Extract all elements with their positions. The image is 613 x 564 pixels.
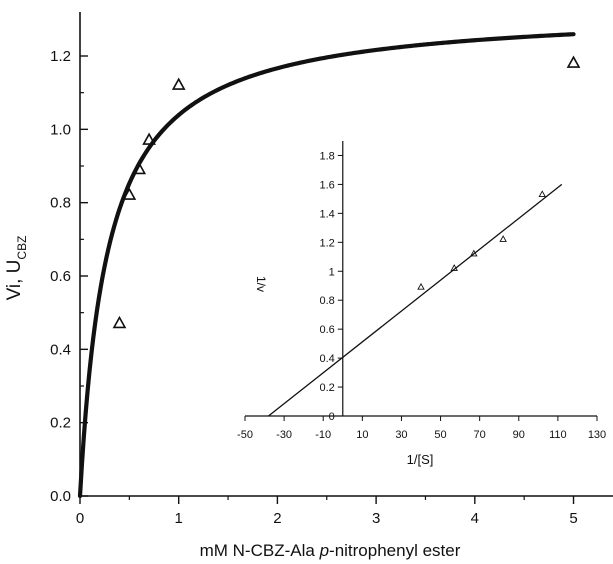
inset-x-tick-label: -30: [276, 429, 292, 441]
y-tick-label: 0.2: [50, 415, 71, 432]
inset-data-point: [499, 235, 507, 242]
inset-fit-line: [268, 183, 563, 417]
y-tick-label: 0.0: [50, 488, 71, 505]
data-point: [566, 55, 581, 68]
inset-data-point: [538, 190, 547, 198]
inset-x-tick-label: 30: [395, 429, 407, 441]
inset-data-point: [450, 264, 459, 271]
inset-x-tick-label: 110: [549, 429, 567, 441]
y-tick-label: 0.4: [50, 341, 71, 358]
inset-x-tick-label: -10: [315, 429, 331, 441]
data-point: [122, 187, 137, 200]
inset-x-tick-label: -50: [237, 429, 253, 441]
main-ticks: 0.0 0.2 0.4 0.6 0.8 1.0 1.2 0 1 2 3 4 5: [50, 48, 578, 527]
inset-y-tick-label: 1.2: [319, 237, 334, 249]
data-point: [112, 315, 127, 329]
y-tick-label: 1.0: [50, 121, 71, 138]
x-tick-label: 5: [569, 510, 577, 527]
inset-x-tick-label: 50: [434, 429, 446, 441]
inset-axes: [245, 141, 597, 417]
data-point: [171, 77, 186, 90]
inset-data-points: [417, 190, 547, 290]
fit-curve: [77, 32, 576, 499]
inset-y-tick-label: 0.8: [319, 295, 334, 307]
x-tick-label: 3: [372, 510, 380, 527]
data-point: [142, 132, 156, 145]
inset-x-tick-label: 130: [588, 429, 606, 441]
x-tick-label: 2: [273, 510, 281, 527]
inset-y-axis-title: 1/v: [254, 276, 268, 292]
x-tick-label: 4: [471, 510, 479, 527]
inset-y-tick-label: 1: [329, 266, 335, 278]
x-axis-title-italic: p: [319, 541, 329, 560]
inset-y-tick-label: 0: [329, 411, 335, 423]
inset-y-tick-label: 0.2: [319, 382, 334, 394]
inset-x-tick-label: 90: [513, 429, 525, 441]
inset-y-tick-label: 0.4: [319, 353, 334, 365]
x-axis-title: mM N-CBZ-Ala p-nitrophenyl ester: [200, 541, 461, 560]
inset-y-tick-label: 1.8: [319, 150, 334, 162]
inset-ticks: -50 -30 -10 10 30 50 70 90 110 130 0 0.2 0.4 0.6 0.8 1 1…: [237, 150, 606, 441]
x-tick-label: 1: [175, 510, 183, 527]
y-axis-title-main: Vi, U: [4, 260, 25, 301]
y-tick-label: 0.6: [50, 268, 71, 285]
inset-x-axis-title: 1/[S]: [407, 452, 434, 467]
y-axis-title-subscript: CBZ: [15, 236, 29, 260]
inset-data-point: [470, 249, 478, 257]
inset-y-tick-label: 0.6: [319, 324, 334, 336]
x-tick-label: 0: [76, 510, 84, 527]
x-axis-title-part: mM N-CBZ-Ala: [200, 541, 320, 560]
inset-y-tick-label: 1.4: [319, 208, 334, 220]
main-data-points: [112, 55, 581, 329]
main-axes: [79, 12, 613, 497]
y-tick-label: 1.2: [50, 48, 71, 65]
inset-x-tick-label: 10: [356, 429, 368, 441]
y-tick-label: 0.8: [50, 195, 71, 212]
x-axis-title-part: -nitrophenyl ester: [329, 541, 461, 560]
data-point: [132, 161, 147, 175]
y-axis-title: Vi, UCBZ: [4, 236, 29, 301]
inset-data-point: [417, 282, 425, 290]
inset-x-tick-label: 70: [474, 429, 486, 441]
inset-y-tick-label: 1.6: [319, 179, 334, 191]
